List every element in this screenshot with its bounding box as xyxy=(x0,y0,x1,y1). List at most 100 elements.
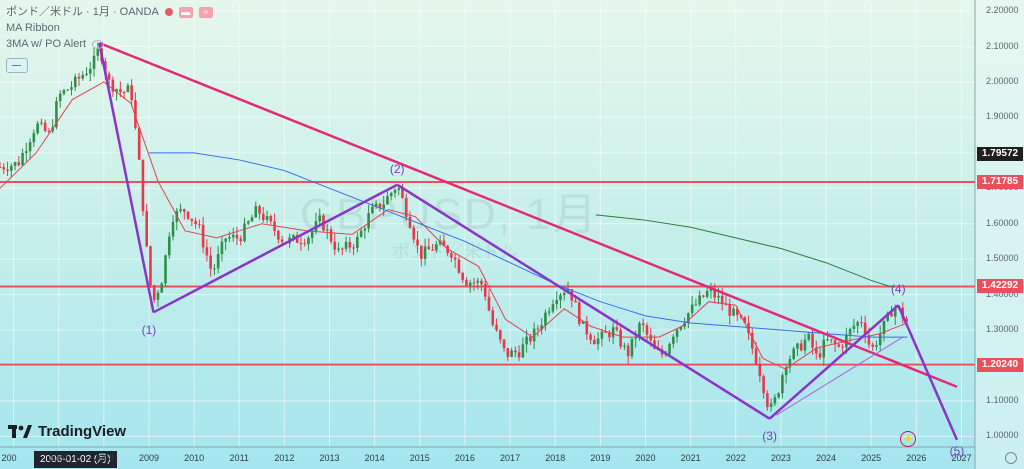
candle-body xyxy=(461,272,464,281)
candle-body xyxy=(867,335,871,345)
price-tick-label: 2.10000 xyxy=(986,40,1019,51)
candle-body xyxy=(6,169,9,171)
candle-body xyxy=(638,323,641,338)
candle-body xyxy=(2,167,6,170)
candle-body xyxy=(378,203,382,209)
price-tick-label: 1.40000 xyxy=(986,288,1019,299)
candle-body xyxy=(717,295,720,298)
candle-body xyxy=(356,236,359,248)
candle-body xyxy=(295,235,299,243)
candle-body xyxy=(852,325,856,329)
candle-body xyxy=(397,188,401,191)
candle-body xyxy=(905,318,908,322)
candle-body xyxy=(796,343,799,349)
candle-body xyxy=(472,282,476,284)
candle-body xyxy=(246,221,250,224)
candle-body xyxy=(280,239,284,242)
price-label[interactable]: 1.20240 xyxy=(977,357,1023,372)
trendline-wave-1-down xyxy=(98,42,155,313)
candle-body xyxy=(547,311,551,313)
candle-body xyxy=(871,344,874,347)
price-tick-label: 1.50000 xyxy=(986,253,1019,264)
candle-body xyxy=(310,231,314,238)
candle-body xyxy=(453,257,457,260)
candle-body xyxy=(562,293,566,295)
price-tick-label: 1.30000 xyxy=(986,324,1019,335)
candle-body xyxy=(645,325,649,335)
candle-body xyxy=(893,307,897,317)
candle-body xyxy=(9,165,13,171)
candle-body xyxy=(830,339,833,341)
settings-icon[interactable] xyxy=(1005,452,1017,464)
price-label[interactable]: 1.79572 xyxy=(977,147,1023,162)
candle-body xyxy=(149,246,152,286)
candle-body xyxy=(611,327,615,338)
candle-body xyxy=(536,328,540,330)
legend-indicator-1[interactable]: MA Ribbon xyxy=(6,20,213,36)
legend-symbol-row[interactable]: ポンド／米ドル · 1月 · OANDA ▬ ≈ xyxy=(6,4,213,20)
candle-body xyxy=(577,302,581,324)
flag-icon[interactable]: ▬ xyxy=(178,6,193,18)
candle-body xyxy=(777,393,780,398)
time-tick-label: 2013 xyxy=(319,453,340,463)
legend-indicator-2[interactable]: 3MA w/ PO Alert xyxy=(6,36,213,52)
wave-label: (4) xyxy=(890,282,906,297)
candle-body xyxy=(792,348,795,359)
time-tick-label: 2007 xyxy=(48,453,69,463)
time-tick-label: 2027 xyxy=(951,453,972,463)
candle-body xyxy=(683,322,686,327)
price-tick-label: 2.20000 xyxy=(986,5,1019,16)
candle-body xyxy=(333,241,337,250)
price-tick-label: 1.90000 xyxy=(986,111,1019,122)
candle-body xyxy=(751,333,754,349)
candle-body xyxy=(442,240,446,246)
price-label[interactable]: 1.71785 xyxy=(977,174,1023,189)
candle-body xyxy=(826,339,829,341)
candle-body xyxy=(107,73,111,80)
ma-blue-line xyxy=(148,152,908,338)
candle-body xyxy=(235,234,239,239)
indicator-label[interactable]: MA Ribbon xyxy=(6,22,60,34)
candle-body xyxy=(574,300,577,303)
lightning-icon[interactable]: ⚡ xyxy=(900,431,916,447)
symbol-title[interactable]: ポンド／米ドル · 1月 · OANDA xyxy=(6,6,159,18)
candle-body xyxy=(709,289,713,291)
candle-body xyxy=(589,334,592,340)
candle-body xyxy=(307,237,310,245)
candle-body xyxy=(363,228,367,231)
time-tick-label: 2024 xyxy=(816,453,837,463)
candle-body xyxy=(303,243,306,245)
candle-body xyxy=(754,348,758,365)
candle-body xyxy=(401,188,404,198)
candle-body xyxy=(164,255,167,284)
wave-label: (1) xyxy=(141,323,157,338)
candle-body xyxy=(325,229,329,231)
time-tick-label: 2026 xyxy=(906,453,927,463)
candle-body xyxy=(532,328,536,342)
candle-body xyxy=(111,79,115,92)
candle-body xyxy=(450,253,453,258)
indicator-label[interactable]: 3MA w/ PO Alert xyxy=(6,38,87,50)
candle-body xyxy=(243,223,246,242)
minus-icon xyxy=(12,65,21,66)
time-tick-label: 2010 xyxy=(184,453,205,463)
candle-body xyxy=(641,323,645,326)
price-label[interactable]: 1.42292 xyxy=(977,279,1023,294)
candle-body xyxy=(886,312,890,321)
eye-icon[interactable] xyxy=(92,39,105,49)
candle-body xyxy=(25,151,28,153)
candle-body xyxy=(732,308,735,316)
candle-body xyxy=(205,247,209,256)
candle-body xyxy=(799,343,803,351)
candle-body xyxy=(423,246,427,259)
wave-icon[interactable]: ≈ xyxy=(198,6,213,18)
collapse-legend-button[interactable] xyxy=(6,58,28,73)
trendline-wave-3-down xyxy=(396,183,771,420)
candle-body xyxy=(228,237,231,239)
candle-body xyxy=(675,329,679,337)
wave-label: (5) xyxy=(949,443,965,458)
time-tick-label: 2012 xyxy=(274,453,295,463)
candle-body xyxy=(769,403,773,408)
candle-body xyxy=(141,159,145,212)
